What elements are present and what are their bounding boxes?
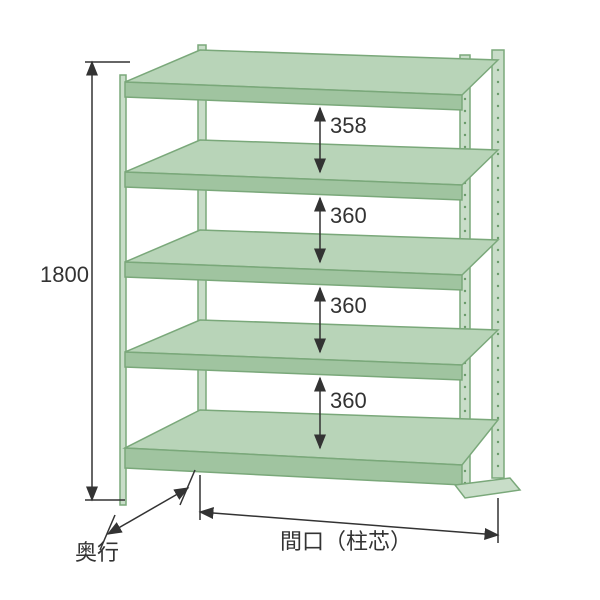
shelf-3 xyxy=(125,230,498,290)
shelf-4 xyxy=(125,320,498,380)
shelf-2 xyxy=(125,140,498,200)
depth-dimension xyxy=(100,470,195,550)
technical-drawing xyxy=(0,0,600,600)
shelf-1 xyxy=(125,50,498,110)
shelf-5 xyxy=(125,410,498,485)
